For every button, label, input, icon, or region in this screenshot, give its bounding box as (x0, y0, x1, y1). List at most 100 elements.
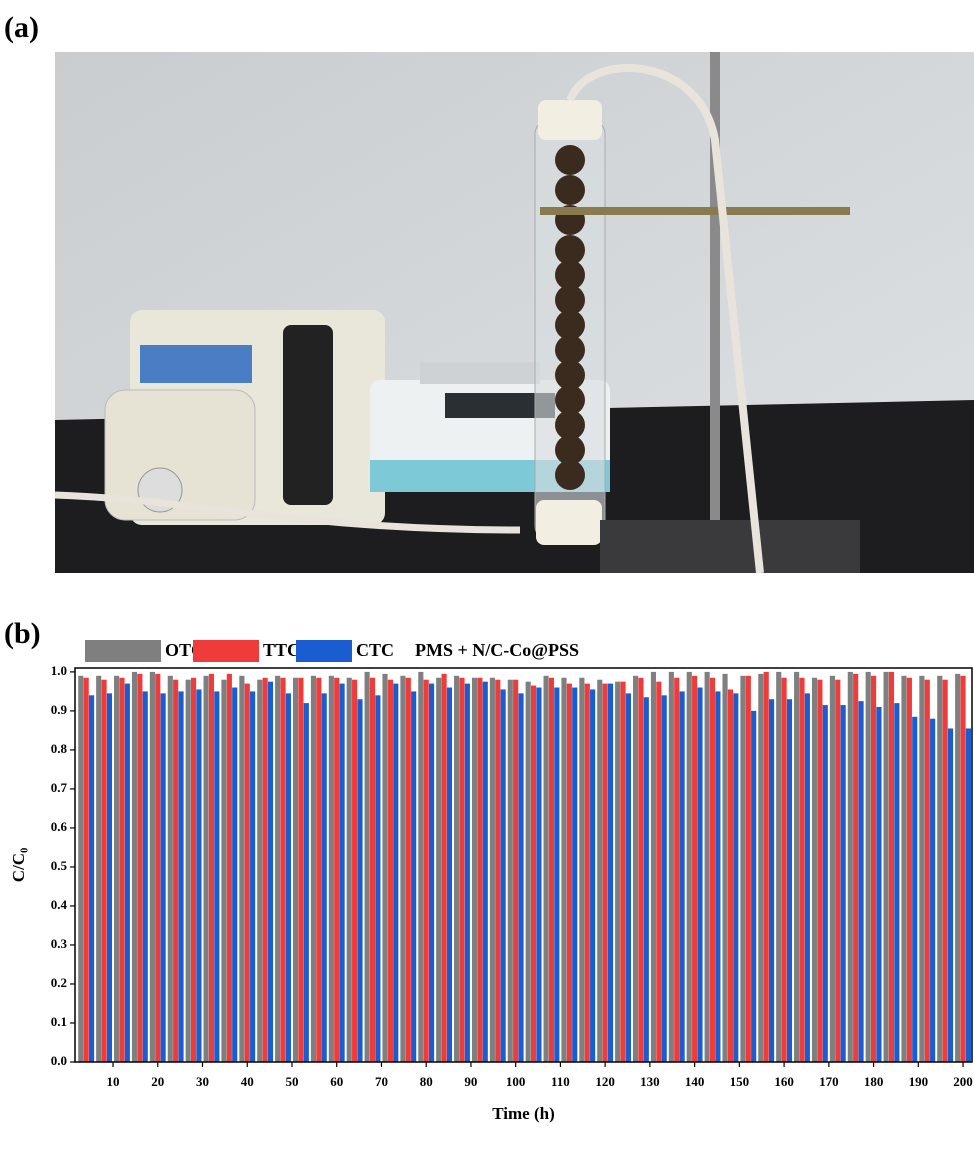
bar (285, 693, 291, 1062)
y-tick-label: 0.9 (51, 702, 68, 717)
bar (668, 671, 674, 1062)
y-tick-label: 0.0 (51, 1053, 67, 1068)
bar (942, 679, 948, 1062)
x-tick-label: 100 (506, 1074, 526, 1089)
bar (835, 679, 841, 1062)
bar (876, 707, 882, 1062)
bar (597, 679, 603, 1062)
bar (232, 687, 238, 1062)
bar (955, 673, 961, 1062)
bar (387, 679, 393, 1062)
bar (482, 681, 488, 1062)
bar (131, 671, 138, 1062)
panel-label: (b) (4, 617, 41, 650)
bar (847, 671, 853, 1062)
bar (561, 677, 567, 1062)
y-tick-label: 0.5 (51, 858, 68, 873)
bar (674, 677, 680, 1062)
bar (167, 675, 173, 1062)
x-tick-label: 120 (595, 1074, 615, 1089)
bar (393, 683, 399, 1062)
bar (446, 687, 453, 1062)
bar (310, 675, 317, 1062)
bar (489, 677, 495, 1062)
bar (428, 683, 435, 1062)
bar (919, 675, 925, 1062)
bar (937, 675, 943, 1062)
x-tick-label: 140 (685, 1074, 705, 1089)
bar (733, 693, 739, 1062)
x-tick-label: 10 (107, 1074, 120, 1089)
bar (799, 677, 805, 1062)
bar (817, 679, 823, 1062)
bar (543, 675, 549, 1062)
bar (548, 677, 555, 1062)
bar (740, 675, 746, 1062)
bar (208, 673, 215, 1062)
bar (632, 675, 639, 1062)
bar (244, 683, 250, 1062)
bar (751, 710, 757, 1062)
bar (888, 671, 895, 1062)
x-tick-label: 190 (909, 1074, 929, 1089)
bar (513, 679, 519, 1062)
annotation: PMS + N/C-Co@PSS (415, 640, 579, 660)
bar (625, 693, 631, 1062)
bar (697, 687, 703, 1062)
plot-frame (74, 667, 973, 1063)
bar (715, 691, 721, 1062)
bar (142, 691, 148, 1062)
y-axis-title: C/C₀ (9, 848, 28, 882)
bar (477, 677, 483, 1062)
bar (620, 681, 626, 1062)
bar (906, 677, 912, 1062)
bar (303, 703, 309, 1062)
bar (692, 675, 698, 1062)
bar (267, 681, 274, 1062)
bar (346, 677, 352, 1062)
bar (185, 679, 191, 1062)
bar (530, 685, 537, 1062)
bar (894, 703, 900, 1062)
bar (298, 677, 304, 1062)
bar (865, 671, 871, 1062)
bar (853, 673, 859, 1062)
bar (321, 693, 327, 1062)
bar (464, 683, 470, 1062)
bar (686, 671, 692, 1062)
bar (334, 677, 340, 1062)
bar (196, 689, 202, 1062)
plot-area (78, 671, 971, 1062)
bar (250, 691, 256, 1062)
bar (947, 728, 954, 1062)
bar (459, 677, 465, 1062)
bar (965, 728, 971, 1062)
y-tick-label: 0.7 (51, 780, 68, 795)
bar (643, 697, 649, 1062)
bar (400, 675, 406, 1062)
bar (454, 675, 460, 1062)
x-tick-label: 20 (151, 1074, 164, 1089)
bar (190, 677, 197, 1062)
bar (500, 689, 506, 1062)
bar (781, 677, 787, 1062)
bar (722, 673, 728, 1062)
bar (794, 671, 800, 1062)
bar (829, 675, 835, 1062)
bar (119, 677, 125, 1062)
bar (566, 683, 572, 1062)
x-tick-label: 110 (551, 1074, 570, 1089)
x-tick-label: 90 (464, 1074, 477, 1089)
x-tick-label: 30 (196, 1074, 209, 1089)
bar (656, 681, 662, 1062)
bar (203, 675, 209, 1062)
bar (96, 675, 102, 1062)
bar (525, 681, 531, 1062)
bar (436, 677, 442, 1062)
bar (275, 675, 281, 1062)
bar (901, 675, 907, 1062)
bar (149, 671, 155, 1062)
bar (579, 677, 585, 1062)
legend-swatch (296, 640, 352, 662)
